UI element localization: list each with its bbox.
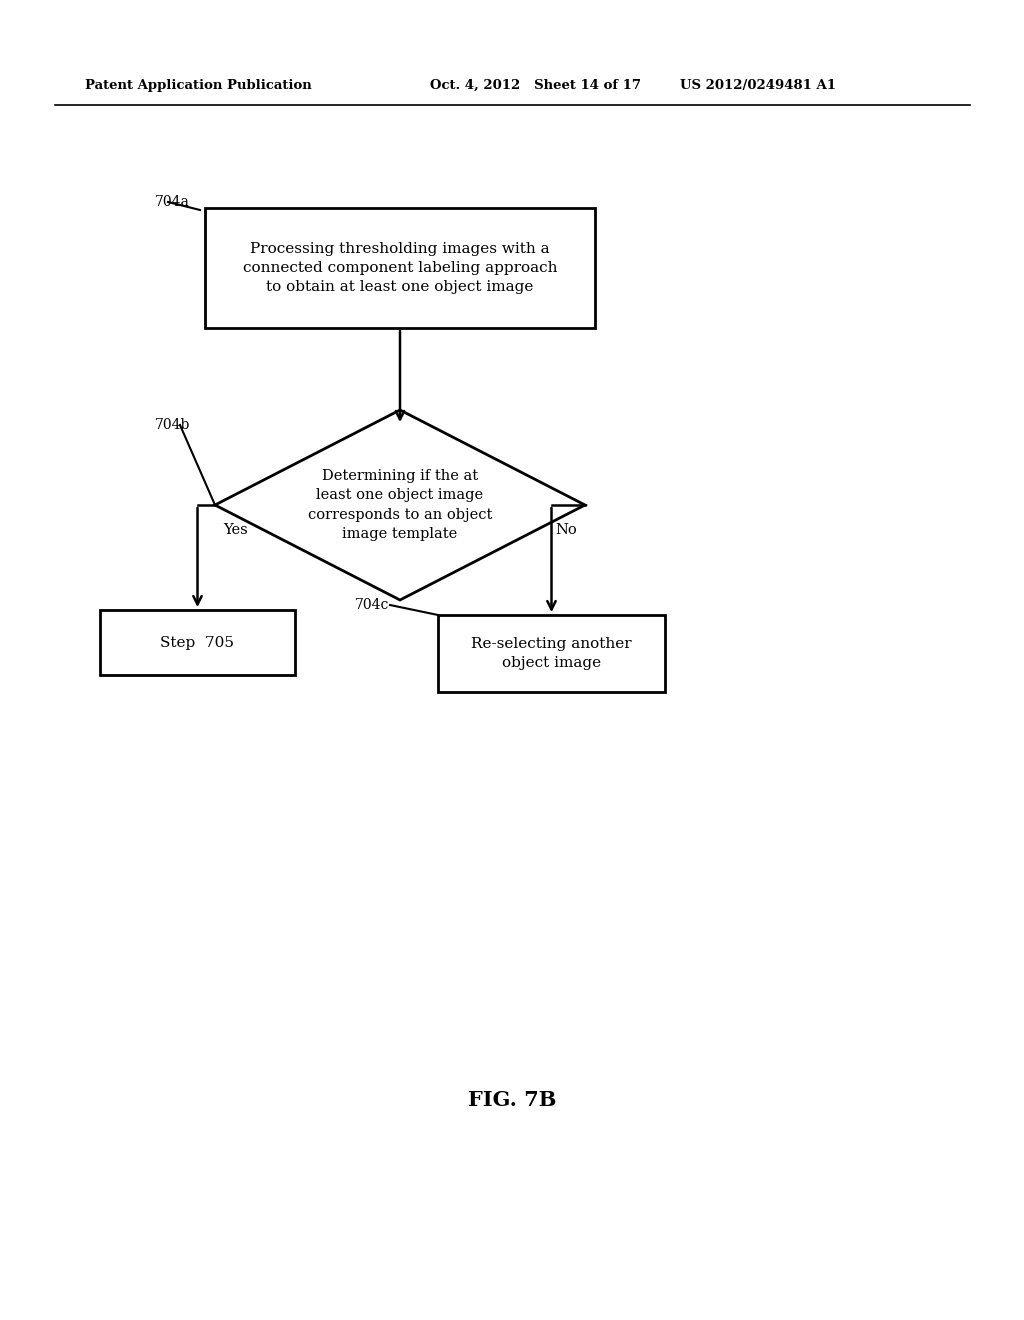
Polygon shape xyxy=(215,411,585,601)
Text: 704c: 704c xyxy=(355,598,389,612)
Text: FIG. 7B: FIG. 7B xyxy=(468,1090,556,1110)
Text: Yes: Yes xyxy=(223,523,248,537)
Bar xyxy=(438,615,665,692)
Text: US 2012/0249481 A1: US 2012/0249481 A1 xyxy=(680,78,836,91)
Text: Patent Application Publication: Patent Application Publication xyxy=(85,78,311,91)
Bar xyxy=(205,209,595,327)
Text: No: No xyxy=(555,523,577,537)
Text: 704a: 704a xyxy=(155,195,189,209)
Text: Re-selecting another
object image: Re-selecting another object image xyxy=(471,636,632,671)
Text: Oct. 4, 2012   Sheet 14 of 17: Oct. 4, 2012 Sheet 14 of 17 xyxy=(430,78,641,91)
Text: Determining if the at
least one object image
corresponds to an object
image temp: Determining if the at least one object i… xyxy=(308,469,493,541)
Text: Processing thresholding images with a
connected component labeling approach
to o: Processing thresholding images with a co… xyxy=(243,242,557,294)
Text: Step  705: Step 705 xyxy=(161,635,234,649)
Text: 704b: 704b xyxy=(155,418,190,432)
Bar xyxy=(100,610,295,675)
